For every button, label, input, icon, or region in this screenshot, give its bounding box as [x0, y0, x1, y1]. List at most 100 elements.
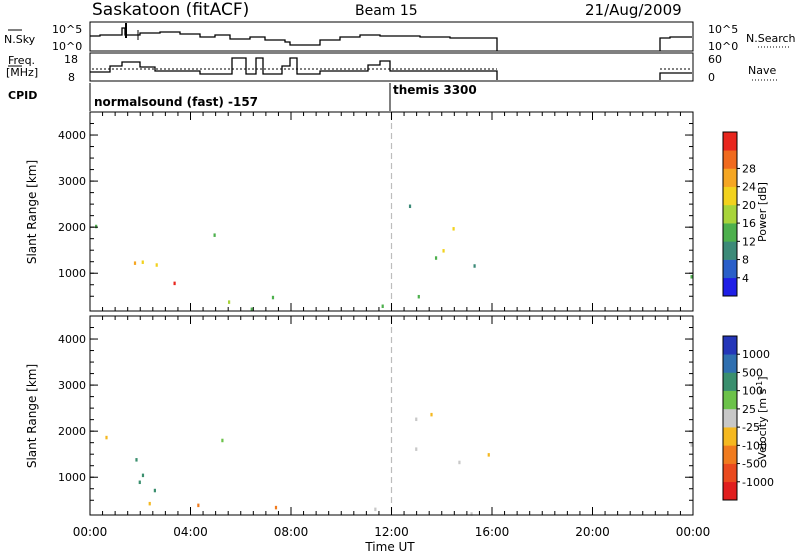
- velocity-echo: [274, 505, 278, 510]
- time-axis: 00:00 04:00 08:00 12:00 16:00 20:00 00:00: [73, 112, 711, 539]
- velocity-scatter: [105, 412, 693, 516]
- nsky-tick-top: 10^5: [52, 23, 82, 36]
- power-colorbar-tick-label: 20: [742, 199, 756, 212]
- velocity-colorbar-swatch: [723, 445, 737, 464]
- power-echo: [250, 307, 253, 312]
- power-colorbar-swatch: [723, 277, 737, 297]
- power-ytick-label: 3000: [58, 175, 86, 188]
- power-echo: [271, 295, 275, 300]
- power-colorbar-swatch: [723, 241, 737, 260]
- freq-tick-bottom: 8: [68, 71, 75, 84]
- velocity-echo: [415, 417, 418, 422]
- velocity-echo: [374, 507, 377, 512]
- nsky-tick-bottom: 10^0: [52, 40, 82, 53]
- power-yticks: 1000 2000 3000 4000: [58, 123, 693, 297]
- cpid-label: CPID: [8, 89, 37, 102]
- x-tick-label: 20:00: [575, 525, 610, 539]
- power-colorbar-tick-label: 4: [742, 272, 749, 285]
- power-cbar-label: Power [dB]: [756, 182, 769, 242]
- freq-panel: Freq. [MHz] 18 8 60 0 Nave: [6, 52, 778, 84]
- freq-label-line2: [MHz]: [6, 66, 38, 79]
- power-echo: [417, 294, 420, 299]
- velocity-echo: [415, 447, 418, 451]
- power-colorbar-tick-label: 24: [742, 181, 756, 194]
- power-colorbar-swatch: [723, 204, 737, 224]
- power-echo: [141, 260, 144, 264]
- velocity-cbar-label: Velocity [m s-1]: [755, 376, 769, 459]
- velocity-colorbar-swatch: [723, 427, 737, 446]
- power-echo: [133, 261, 137, 265]
- nave-tick-top: 60: [708, 53, 722, 66]
- velocity-colorbar-tick-label: 500: [742, 366, 763, 379]
- power-echo: [228, 300, 231, 304]
- velocity-echo: [138, 480, 141, 485]
- velocity-colorbar-tick-label: 100: [742, 385, 763, 398]
- velocity-colorbar-frame: [722, 335, 738, 501]
- power-echo: [442, 249, 445, 253]
- power-echo: [173, 281, 176, 286]
- velocity-echo: [105, 435, 108, 440]
- cpid-segment-2: themis 3300: [393, 83, 477, 97]
- velocity-echo: [221, 438, 224, 443]
- freq-trace-late: [659, 72, 692, 80]
- velocity-yticks: 1000 2000 3000 4000: [58, 327, 693, 501]
- freq-trace: [90, 57, 498, 80]
- velocity-ytick-label: 2000: [58, 425, 86, 438]
- power-colorbar-swatch: [723, 259, 737, 279]
- velocity-echo: [148, 501, 151, 506]
- velocity-echo: [470, 512, 473, 516]
- velocity-colorbar-tick-label: -100: [742, 439, 767, 452]
- power-colorbar-tick-label: 16: [742, 217, 756, 230]
- velocity-cbar-label-sup: -1: [755, 381, 764, 389]
- velocity-colorbar: 1000 500 100 25 -25 -100 -500 -1000: [722, 335, 774, 501]
- freq-tick-top: 18: [64, 53, 78, 66]
- velocity-cbar-label-main: Velocity [m s: [756, 388, 769, 459]
- nsearch-tick-top: 10^5: [708, 23, 738, 36]
- power-colorbar-swatch: [723, 132, 737, 151]
- velocity-colorbar-swatch: [723, 463, 737, 483]
- velocity-ylabel: Slant Range [km]: [25, 364, 39, 468]
- x-axis-label: Time UT: [364, 540, 415, 554]
- power-echo: [213, 233, 216, 237]
- velocity-ytick-label: 3000: [58, 379, 86, 392]
- x-tick-label: 00:00: [676, 525, 711, 539]
- velocity-colorbar-swatch: [723, 372, 737, 391]
- power-echo: [381, 304, 384, 309]
- velocity-colorbar-swatch: [723, 481, 737, 501]
- power-colorbar-swatch: [723, 223, 737, 242]
- velocity-colorbar-swatch: [723, 408, 737, 428]
- power-ytick-label: 2000: [58, 221, 86, 234]
- velocity-colorbar-swatch: [723, 336, 737, 355]
- power-echo: [452, 227, 455, 231]
- velocity-colorbar-tick-label: -1000: [742, 476, 774, 489]
- velocity-echo: [197, 503, 200, 508]
- power-colorbar-swatch: [723, 186, 737, 206]
- freq-label-line1: Freq.: [8, 54, 35, 67]
- power-ylabel: Slant Range [km]: [25, 160, 39, 264]
- nsky-trace: [90, 27, 498, 51]
- power-colorbar-swatch: [723, 150, 737, 169]
- x-tick-label: 12:00: [374, 525, 409, 539]
- velocity-echo: [458, 460, 461, 465]
- date-title: 21/Aug/2009: [585, 1, 682, 19]
- velocity-colorbar-tick-label: -500: [742, 458, 767, 471]
- velocity-colorbar-swatch: [723, 354, 737, 373]
- nsky-label: N.Sky: [4, 33, 36, 46]
- x-tick-label: 04:00: [173, 525, 208, 539]
- velocity-colorbar-swatch: [723, 390, 737, 410]
- nsky-trace-late: [659, 36, 692, 51]
- velocity-echo: [141, 473, 145, 478]
- x-tick-label: 16:00: [475, 525, 510, 539]
- nsearch-label: N.Search: [746, 32, 796, 45]
- power-echo: [155, 263, 158, 267]
- power-colorbar-swatch: [723, 168, 737, 187]
- velocity-ytick-label: 4000: [58, 333, 86, 346]
- nsky-panel: N.Sky 10^5 10^0 10^5 10^0 N.Search: [4, 21, 796, 53]
- velocity-echo: [135, 458, 138, 462]
- nave-tick-bottom: 0: [708, 71, 715, 84]
- cpid-panel: CPID normalsound (fast) -157 themis 3300: [8, 83, 477, 111]
- velocity-colorbar-tick-label: 1000: [742, 348, 770, 361]
- cpid-segment-1: normalsound (fast) -157: [94, 95, 258, 109]
- velocity-colorbar-tick-label: 25: [742, 403, 756, 416]
- power-echo: [95, 224, 98, 229]
